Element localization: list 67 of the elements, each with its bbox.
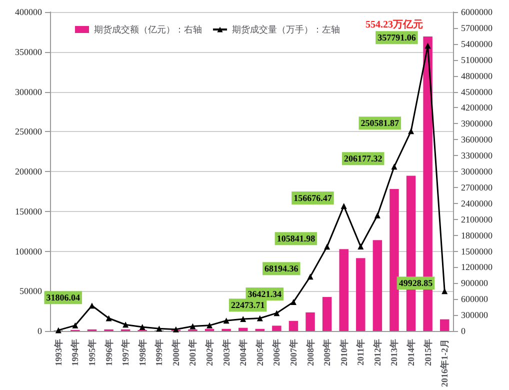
y-tick-label: 300000 (15, 86, 42, 97)
x-tick-label: 2002年 (204, 339, 215, 366)
x-tick-label: 2009年 (322, 339, 332, 366)
y2-tick-label: 5400000 (461, 38, 493, 49)
y-tick-label: 100000 (15, 246, 42, 256)
y2-tick-label: 5700000 (461, 22, 493, 33)
y-tick-label: 150000 (15, 206, 42, 216)
y-tick-label: 250000 (15, 126, 42, 137)
x-tick-label: 1998年 (137, 339, 148, 366)
y-tick-label: 0 (38, 326, 42, 336)
y2-tick-label: 600000 (461, 294, 488, 304)
x-tick-label: 2014年 (406, 339, 416, 366)
x-tick-label: 2005年 (254, 339, 265, 366)
x-tick-label: 2011年 (356, 339, 366, 366)
x-tick-label: 2003年 (221, 339, 232, 366)
x-tick-label: 2013年 (389, 339, 400, 366)
annotation: 554.23万亿元 (366, 18, 423, 30)
x-tick-label: 2001年 (188, 339, 198, 366)
x-tick-label: 2007年 (288, 339, 298, 366)
y2-tick-label: 1200000 (461, 262, 493, 272)
data-label: 357791.06 (378, 32, 416, 43)
y2-tick-label: 0 (461, 326, 466, 336)
data-label: 49928.85 (398, 278, 434, 288)
y-tick-label: 200000 (15, 166, 42, 176)
y2-tick-label: 2100000 (461, 214, 493, 224)
x-tick-label: 2010年 (338, 339, 349, 366)
data-label: 36421.34 (248, 288, 282, 299)
y2-tick-label: 1800000 (461, 230, 493, 240)
y-tick-label: 350000 (15, 46, 42, 57)
x-tick-label: 2000年 (170, 339, 181, 366)
x-tick-label: 1999年 (154, 339, 164, 366)
x-tick-label: 2015年 (422, 339, 433, 366)
y2-tick-label: 3300000 (461, 150, 493, 161)
y2-tick-label: 4800000 (461, 70, 493, 81)
y2-tick-label: 2400000 (461, 198, 493, 208)
x-tick-label: 2006年 (272, 339, 282, 366)
y-tick-label: 50000 (20, 286, 42, 296)
x-tick-label: 1997年 (120, 339, 131, 366)
legend-label: 期货成交额（亿元）：右轴 (94, 24, 202, 34)
x-tick-label: 2008年 (305, 339, 316, 366)
legend-label: 期货成交量（万手）：左轴 (232, 24, 340, 34)
data-label: 250581.87 (360, 118, 400, 128)
y2-tick-label: 2700000 (461, 182, 493, 192)
data-label: 105841.98 (276, 234, 316, 244)
y2-tick-label: 3600000 (461, 134, 493, 145)
data-label: 31806.04 (46, 292, 80, 303)
x-tick-label: 2012年 (372, 339, 382, 366)
y2-tick-label: 3000000 (461, 166, 493, 176)
y2-tick-label: 900000 (461, 278, 488, 288)
y2-tick-label: 4200000 (461, 102, 493, 113)
data-label: 68194.36 (264, 264, 299, 274)
y2-tick-label: 1500000 (461, 246, 493, 256)
data-label: 22473.71 (230, 300, 266, 310)
data-label: 156676.47 (294, 193, 332, 204)
y2-tick-label: 4500000 (461, 86, 493, 97)
x-tick-label: 1993年 (53, 339, 64, 366)
data-label: 206177.32 (344, 154, 383, 164)
x-tick-label: 1995年 (86, 339, 97, 366)
x-tick-label: 2004年 (238, 339, 248, 366)
y2-tick-label: 5100000 (461, 54, 493, 65)
x-tick-label: 1996年 (104, 339, 114, 366)
y2-tick-label: 300000 (461, 310, 488, 320)
y2-tick-label: 6000000 (461, 7, 493, 17)
y2-tick-label: 3900000 (461, 118, 493, 129)
y-tick-label: 400000 (15, 7, 42, 17)
x-tick-label: 1994年 (70, 339, 80, 366)
x-tick-label: 2016年1-2月 (440, 339, 450, 388)
